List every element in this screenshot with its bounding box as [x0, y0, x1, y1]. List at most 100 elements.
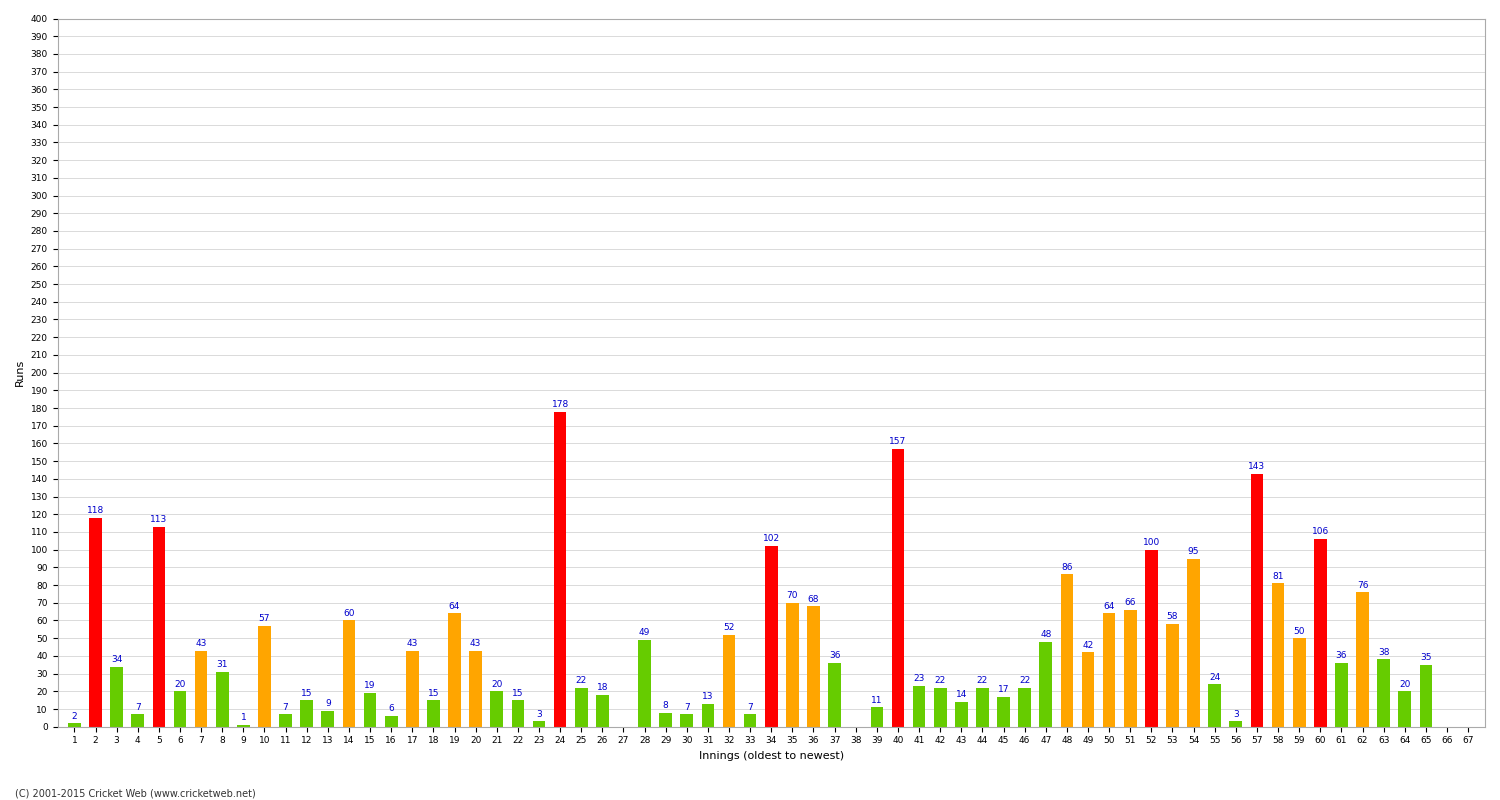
Bar [1019, 688, 1031, 726]
Text: 7: 7 [684, 702, 690, 712]
Text: 58: 58 [1167, 612, 1178, 622]
Text: 38: 38 [1378, 648, 1389, 657]
Bar [998, 697, 1010, 726]
Text: (C) 2001-2015 Cricket Web (www.cricketweb.net): (C) 2001-2015 Cricket Web (www.cricketwe… [15, 788, 255, 798]
Bar [300, 700, 313, 726]
Bar [1230, 722, 1242, 726]
Text: 36: 36 [830, 651, 840, 660]
Text: 43: 43 [195, 639, 207, 648]
Text: 76: 76 [1358, 581, 1368, 590]
Bar [1188, 558, 1200, 726]
Text: 23: 23 [914, 674, 926, 683]
Bar [934, 688, 946, 726]
Text: 36: 36 [1335, 651, 1347, 660]
Text: 86: 86 [1060, 562, 1072, 572]
Bar [786, 602, 798, 726]
Bar [406, 650, 418, 726]
Bar [596, 695, 609, 726]
Text: 6: 6 [388, 705, 394, 714]
Text: 22: 22 [1019, 676, 1031, 685]
Text: 19: 19 [364, 682, 376, 690]
Bar [1272, 583, 1284, 726]
Bar [237, 725, 249, 726]
Text: 20: 20 [490, 680, 502, 689]
Bar [195, 650, 207, 726]
Text: 7: 7 [747, 702, 753, 712]
Bar [1166, 624, 1179, 726]
Text: 43: 43 [470, 639, 482, 648]
Text: 24: 24 [1209, 673, 1221, 682]
Text: 178: 178 [552, 400, 568, 409]
Bar [279, 714, 292, 726]
Bar [744, 714, 756, 726]
Bar [681, 714, 693, 726]
Bar [512, 700, 524, 726]
Bar [174, 691, 186, 726]
Text: 42: 42 [1083, 641, 1094, 650]
Bar [1124, 610, 1137, 726]
Bar [554, 411, 567, 726]
Text: 118: 118 [87, 506, 104, 515]
Bar [490, 691, 502, 726]
Text: 7: 7 [135, 702, 141, 712]
Bar [1060, 574, 1072, 726]
Bar [1102, 614, 1116, 726]
Text: 3: 3 [536, 710, 542, 718]
Text: 15: 15 [427, 689, 439, 698]
Text: 70: 70 [786, 591, 798, 600]
Bar [1040, 642, 1052, 726]
Bar [532, 722, 546, 726]
Text: 52: 52 [723, 623, 735, 632]
Bar [1251, 474, 1263, 726]
Bar [1377, 659, 1390, 726]
Text: 60: 60 [344, 609, 354, 618]
X-axis label: Innings (oldest to newest): Innings (oldest to newest) [699, 751, 844, 761]
Bar [574, 688, 588, 726]
Text: 64: 64 [448, 602, 460, 610]
Bar [111, 666, 123, 726]
Y-axis label: Runs: Runs [15, 359, 26, 386]
Text: 64: 64 [1104, 602, 1114, 610]
Text: 100: 100 [1143, 538, 1160, 547]
Text: 157: 157 [890, 437, 906, 446]
Bar [976, 688, 988, 726]
Text: 8: 8 [663, 701, 669, 710]
Text: 7: 7 [282, 702, 288, 712]
Bar [386, 716, 398, 726]
Text: 48: 48 [1040, 630, 1052, 639]
Text: 57: 57 [258, 614, 270, 623]
Text: 113: 113 [150, 515, 168, 524]
Bar [1082, 652, 1095, 726]
Bar [1144, 550, 1158, 726]
Text: 31: 31 [216, 660, 228, 669]
Text: 95: 95 [1188, 547, 1200, 556]
Bar [470, 650, 482, 726]
Text: 66: 66 [1125, 598, 1136, 607]
Text: 22: 22 [576, 676, 586, 685]
Text: 143: 143 [1248, 462, 1266, 471]
Bar [765, 546, 777, 726]
Bar [723, 634, 735, 726]
Bar [1419, 665, 1432, 726]
Bar [912, 686, 926, 726]
Bar [870, 707, 883, 726]
Text: 17: 17 [998, 685, 1010, 694]
Bar [153, 526, 165, 726]
Text: 15: 15 [512, 689, 524, 698]
Text: 14: 14 [956, 690, 968, 699]
Text: 50: 50 [1293, 626, 1305, 635]
Bar [638, 640, 651, 726]
Bar [448, 614, 460, 726]
Text: 13: 13 [702, 692, 714, 701]
Bar [68, 723, 81, 726]
Text: 1: 1 [240, 714, 246, 722]
Text: 102: 102 [762, 534, 780, 543]
Bar [702, 704, 714, 726]
Text: 22: 22 [976, 676, 988, 685]
Text: 43: 43 [406, 639, 418, 648]
Bar [891, 449, 904, 726]
Bar [1314, 539, 1326, 726]
Bar [1398, 691, 1411, 726]
Text: 11: 11 [871, 695, 882, 705]
Bar [342, 621, 355, 726]
